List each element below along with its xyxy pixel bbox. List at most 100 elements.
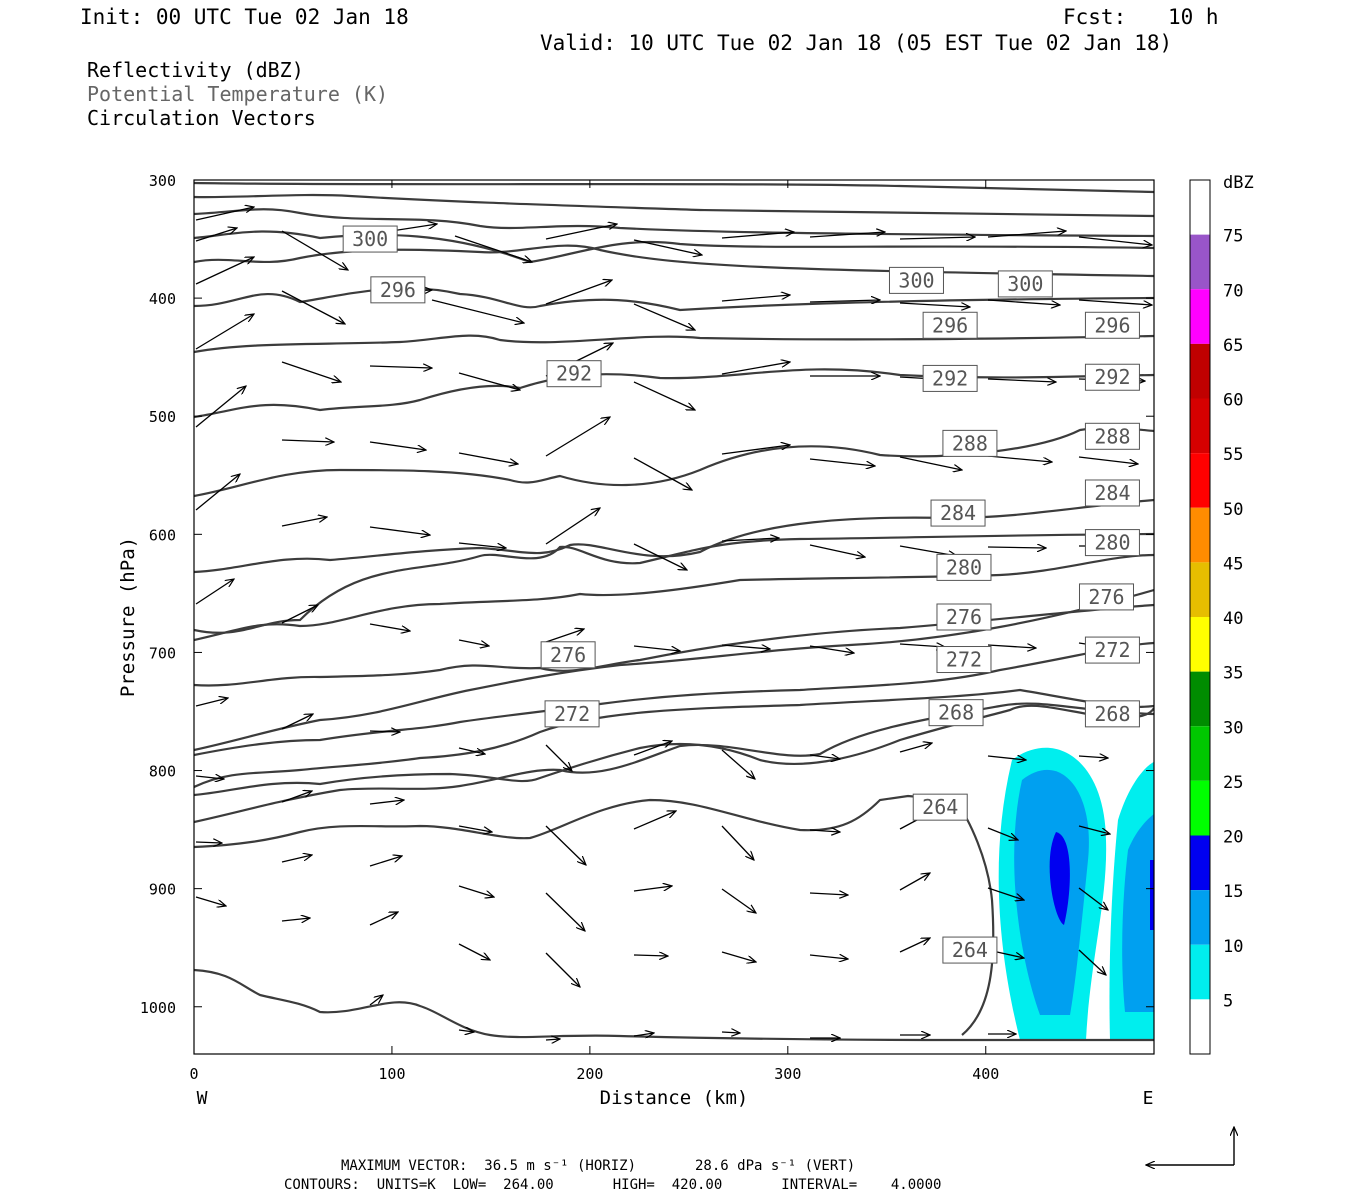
forecast-hour: 10 h <box>1168 5 1219 29</box>
circulation-vector <box>721 295 790 302</box>
colorbar-label: 55 <box>1223 445 1243 465</box>
reference-vector-icon <box>1146 1127 1234 1165</box>
contour-label-box <box>936 646 992 674</box>
theta-contour-line <box>194 641 1154 757</box>
circulation-vector <box>369 366 432 368</box>
circulation-vector <box>1078 299 1152 305</box>
circulation-vector <box>987 455 1052 462</box>
circulation-vector <box>545 280 612 305</box>
y-tick-label: 900 <box>149 881 176 899</box>
theta-contour-line <box>194 553 1154 642</box>
theta-contour-line <box>194 193 1154 218</box>
circulation-vector <box>633 381 695 410</box>
circulation-vector <box>987 231 1066 238</box>
plot-frame <box>193 179 1155 1055</box>
colorbar-label: 35 <box>1223 664 1243 684</box>
contour-label: 300 <box>898 268 934 292</box>
forecast-label: Fcst: <box>1063 5 1127 29</box>
circulation-vector <box>195 207 254 221</box>
colorbar-label: 75 <box>1223 227 1243 247</box>
circulation-vector <box>899 237 975 239</box>
circulation-vector <box>633 457 692 490</box>
contour-label-box <box>1084 479 1140 507</box>
contour-label: 264 <box>952 938 988 962</box>
colorbar-swatch <box>1190 835 1210 891</box>
colorbar-label: 10 <box>1223 937 1243 957</box>
circulation-vector <box>899 938 930 953</box>
circulation-vector <box>369 731 400 732</box>
contour-label-box <box>912 793 968 821</box>
colorbar-frame <box>1189 179 1211 1055</box>
contour-label: 292 <box>556 362 592 386</box>
contour-label-box <box>1078 583 1134 611</box>
colorbar-swatch <box>1190 453 1210 508</box>
contour-label-box <box>540 641 596 669</box>
circulation-vector <box>195 228 237 242</box>
colorbar-label: 15 <box>1223 882 1243 902</box>
contour-label-box <box>928 699 984 727</box>
contour-label: 296 <box>1094 313 1130 337</box>
circulation-vector <box>809 232 885 238</box>
contour-label: 300 <box>1007 272 1043 296</box>
colorbar-swatch <box>1190 234 1210 290</box>
circulation-vector <box>369 856 402 867</box>
contour-labels: 300 296 300 300 296 296 292 292 292 288 288 284 284 2… <box>342 225 1140 964</box>
circulation-vector <box>809 830 840 832</box>
colorbar-swatch <box>1190 180 1210 235</box>
contour-label-box <box>930 499 986 527</box>
circulation-vector <box>369 623 410 631</box>
contour-label-box <box>1084 363 1140 391</box>
theta-contour-line <box>194 368 1154 419</box>
circulation-vector <box>809 544 865 557</box>
circulation-vector <box>809 645 854 653</box>
contour-label-box <box>922 311 978 339</box>
circulation-vector <box>633 1033 654 1036</box>
contour-label: 276 <box>1088 585 1124 609</box>
colorbar-title: dBZ <box>1223 173 1254 193</box>
contour-label-box <box>936 553 992 581</box>
y-tick-label: 500 <box>149 408 176 426</box>
colorbar-swatch <box>1190 944 1210 1000</box>
circulation-vector <box>369 526 430 535</box>
circulation-vector <box>987 887 1024 900</box>
circulation-vector <box>545 224 617 240</box>
circulation-vector <box>809 755 840 759</box>
x-tick-label: 100 <box>378 1065 405 1083</box>
circulation-vector <box>281 605 318 624</box>
theta-contour-line <box>194 208 1154 238</box>
contour-label-box <box>942 936 998 964</box>
circulation-vector <box>721 232 794 239</box>
theta-contour-line <box>194 244 1154 278</box>
contour-label: 292 <box>932 366 968 390</box>
circulation-vector <box>809 300 880 302</box>
circulation-vector <box>987 645 1036 648</box>
y-axis-title: Pressure (hPa) <box>117 537 139 697</box>
circulation-vector <box>281 361 341 382</box>
reflectivity-shading <box>998 747 1154 1040</box>
circulation-vector <box>545 417 610 457</box>
contour-label: 296 <box>380 278 416 302</box>
colorbar-swatch <box>1190 343 1210 399</box>
theta-contour-line <box>194 230 1154 264</box>
x-tick-label: 200 <box>576 1065 603 1083</box>
circulation-vector <box>721 445 790 455</box>
circulation-vector <box>721 825 754 860</box>
contour-label: 264 <box>922 795 958 819</box>
x-tick-label: 0 <box>189 1065 198 1083</box>
circulation-vector <box>987 547 1046 548</box>
circulation-vector <box>987 756 1026 760</box>
circulation-vector <box>281 517 327 527</box>
circulation-vector <box>899 873 930 891</box>
circulation-vector <box>1078 887 1108 910</box>
circulation-vector <box>195 776 224 779</box>
colorbar-label: 60 <box>1223 391 1243 411</box>
circulation-vector <box>369 800 404 804</box>
circulation-vector <box>545 629 584 643</box>
contour-label-box <box>370 276 426 304</box>
theta-contour-line <box>194 968 1154 1042</box>
theta-contour-line <box>194 181 1154 194</box>
circulation-vector <box>195 698 228 707</box>
circulation-vector <box>987 827 1018 840</box>
circulation-vector <box>369 995 383 1006</box>
circulation-vector <box>633 645 680 651</box>
